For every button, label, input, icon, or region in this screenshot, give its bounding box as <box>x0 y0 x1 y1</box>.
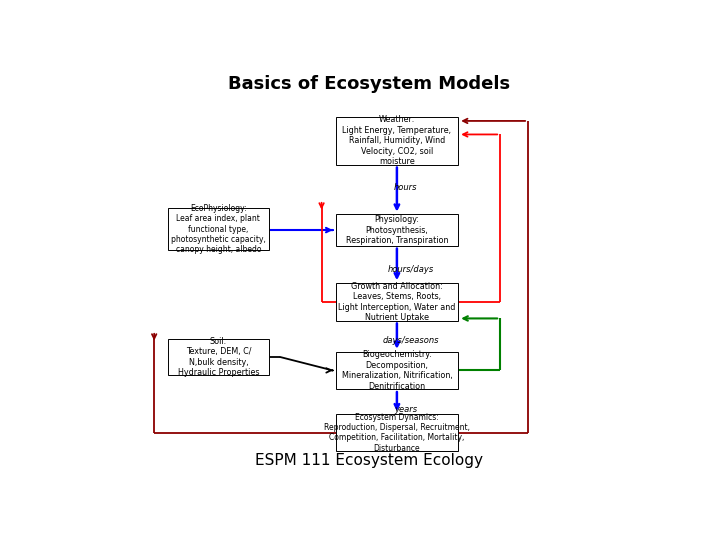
Text: ESPM 111 Ecosystem Ecology: ESPM 111 Ecosystem Ecology <box>255 453 483 468</box>
FancyBboxPatch shape <box>336 414 459 451</box>
FancyBboxPatch shape <box>168 339 269 375</box>
FancyBboxPatch shape <box>336 117 459 165</box>
Text: Growth and Allocation:
Leaves, Stems, Roots,
Light Interception, Water and
Nutri: Growth and Allocation: Leaves, Stems, Ro… <box>338 282 456 322</box>
Text: hours: hours <box>394 183 417 192</box>
FancyBboxPatch shape <box>168 208 269 250</box>
Text: Soil:
Texture, DEM, C/
N,bulk density,
Hydraulic Properties: Soil: Texture, DEM, C/ N,bulk density, H… <box>178 337 259 377</box>
FancyBboxPatch shape <box>336 214 459 246</box>
Text: Weather:
Light Energy, Temperature,
Rainfall, Humidity, Wind
Velocity, CO2, soil: Weather: Light Energy, Temperature, Rain… <box>343 116 451 166</box>
Text: Biogeochemistry:
Decomposition,
Mineralization, Nitrification,
Denitrification: Biogeochemistry: Decomposition, Minerali… <box>341 350 452 390</box>
Text: EcoPhysiology:
Leaf area index, plant
functional type,
photosynthetic capacity,
: EcoPhysiology: Leaf area index, plant fu… <box>171 204 266 254</box>
FancyBboxPatch shape <box>336 352 459 389</box>
Text: Physiology:
Photosynthesis,
Respiration, Transpiration: Physiology: Photosynthesis, Respiration,… <box>346 215 448 245</box>
Text: days/seasons: days/seasons <box>382 335 439 345</box>
Text: Basics of Ecosystem Models: Basics of Ecosystem Models <box>228 75 510 93</box>
FancyBboxPatch shape <box>336 283 459 321</box>
Text: hours/days: hours/days <box>388 265 434 274</box>
Text: years: years <box>394 406 417 414</box>
Text: Ecosystem Dynamics:
Reproduction, Dispersal, Recruitment,
Competition, Facilitat: Ecosystem Dynamics: Reproduction, Disper… <box>324 413 470 453</box>
